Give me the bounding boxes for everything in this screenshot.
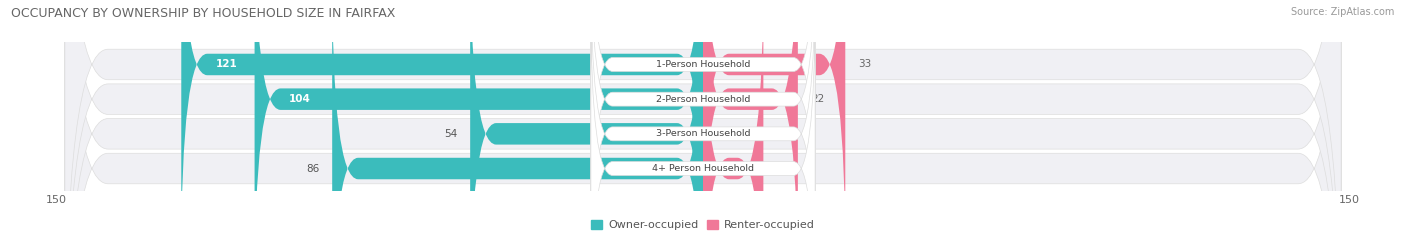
FancyBboxPatch shape [65,0,1341,233]
FancyBboxPatch shape [254,0,703,233]
Text: 1-Person Household: 1-Person Household [655,60,751,69]
FancyBboxPatch shape [703,0,797,233]
Legend: Owner-occupied, Renter-occupied: Owner-occupied, Renter-occupied [592,220,814,230]
Text: 86: 86 [307,164,319,174]
FancyBboxPatch shape [591,0,815,231]
Text: 104: 104 [290,94,311,104]
FancyBboxPatch shape [181,0,703,233]
FancyBboxPatch shape [591,0,815,233]
Text: 0: 0 [716,129,723,139]
FancyBboxPatch shape [332,0,703,233]
FancyBboxPatch shape [65,0,1341,233]
Text: 22: 22 [811,94,824,104]
Text: Source: ZipAtlas.com: Source: ZipAtlas.com [1291,7,1395,17]
Text: 54: 54 [444,129,457,139]
Text: 3-Person Household: 3-Person Household [655,129,751,138]
Text: 4+ Person Household: 4+ Person Household [652,164,754,173]
FancyBboxPatch shape [470,0,703,233]
FancyBboxPatch shape [703,0,845,233]
Text: 121: 121 [215,59,238,69]
Text: 33: 33 [858,59,872,69]
FancyBboxPatch shape [591,2,815,233]
Text: OCCUPANCY BY OWNERSHIP BY HOUSEHOLD SIZE IN FAIRFAX: OCCUPANCY BY OWNERSHIP BY HOUSEHOLD SIZE… [11,7,395,20]
FancyBboxPatch shape [591,0,815,233]
FancyBboxPatch shape [65,0,1341,233]
Text: 14: 14 [776,164,790,174]
FancyBboxPatch shape [703,0,763,233]
FancyBboxPatch shape [65,0,1341,233]
Text: 2-Person Household: 2-Person Household [655,95,751,104]
